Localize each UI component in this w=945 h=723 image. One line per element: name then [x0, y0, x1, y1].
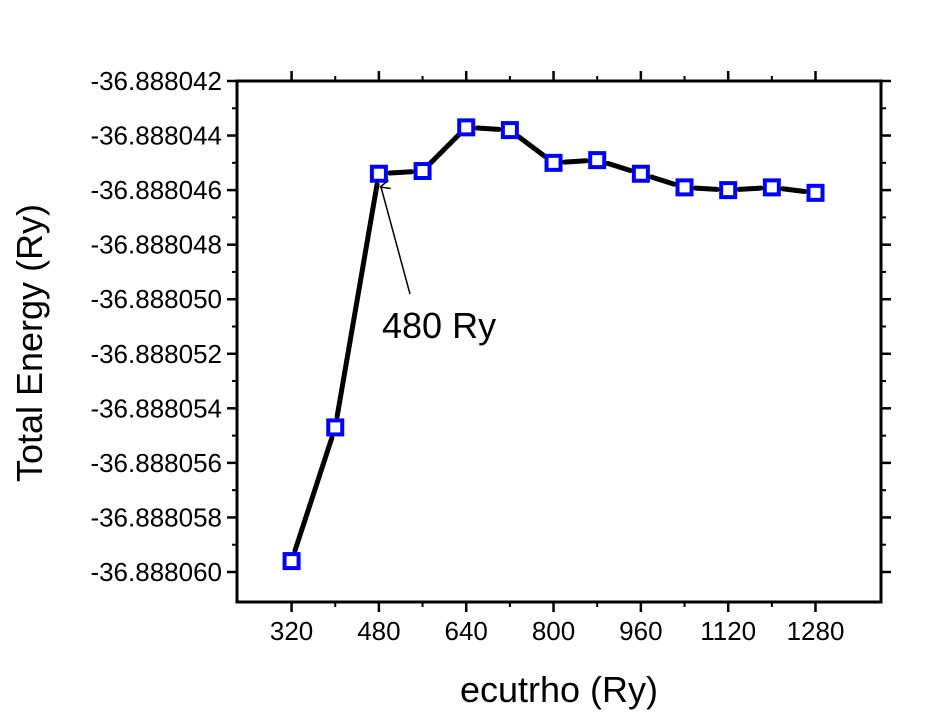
data-point: [457, 118, 476, 137]
annotation-arrow: [381, 187, 411, 295]
series-line-segment: [648, 174, 677, 187]
series-line-segment: [387, 169, 415, 176]
data-point: [588, 151, 607, 170]
data-point: [369, 164, 388, 183]
data-point: [413, 162, 432, 181]
data-point: [675, 178, 694, 197]
x-tick-label: 960: [619, 616, 662, 646]
x-tick-label: 1280: [787, 616, 845, 646]
x-axis-title: ecutrho (Ry): [460, 669, 658, 710]
y-tick-label: -36.888056: [90, 448, 222, 478]
x-tick-label: 800: [532, 616, 575, 646]
series-line-segment: [427, 132, 461, 166]
series-line-segment: [736, 185, 764, 192]
y-tick-label: -36.888054: [90, 393, 222, 423]
series-line-segment: [562, 158, 589, 165]
y-tick-label: -36.888048: [90, 230, 222, 260]
x-tick-label: 1120: [700, 616, 756, 646]
y-tick-label: -36.888058: [90, 502, 222, 532]
data-point: [282, 552, 301, 571]
y-tick-label: -36.888052: [90, 339, 222, 369]
y-tick-label: -36.888044: [90, 121, 222, 151]
ticks-layer: 320 480 640 800 960 1120 1280 -36.888042 -36.888…: [90, 66, 891, 646]
x-tick-label: 320: [270, 616, 313, 646]
series-layer: [282, 118, 825, 571]
data-point: [544, 153, 563, 172]
y-tick-label: -36.888050: [90, 284, 222, 314]
series-line-segment: [693, 185, 720, 192]
data-point: [326, 418, 345, 437]
plot-area: [235, 79, 883, 604]
series-line-segment: [292, 435, 335, 554]
y-tick-label: -36.888042: [90, 66, 222, 96]
data-point: [631, 164, 650, 183]
series-line-segment: [780, 186, 808, 194]
annotation-label: 480 Ry: [382, 305, 496, 346]
y-axis-title: Total Energy (Ry): [9, 204, 50, 482]
data-point: [806, 183, 825, 202]
data-point: [762, 178, 781, 197]
y-tick-label: -36.888046: [90, 175, 222, 205]
series-line-segment: [605, 160, 633, 173]
data-point: [500, 121, 519, 140]
annotation-layer: 480 Ry: [381, 187, 496, 346]
series-line-segment: [474, 125, 502, 132]
data-point: [719, 181, 738, 200]
x-tick-label: 480: [357, 616, 400, 646]
x-tick-label: 640: [445, 616, 488, 646]
plot-frame: [235, 79, 883, 604]
series-line-segment: [516, 134, 548, 159]
series-line-segment: [334, 182, 380, 420]
y-tick-label: -36.888060: [90, 557, 222, 587]
